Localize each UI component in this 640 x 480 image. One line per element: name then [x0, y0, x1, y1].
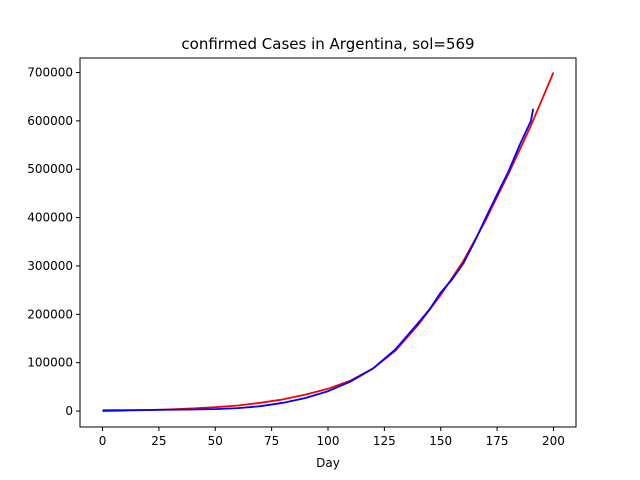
y-tick-label: 0 [65, 404, 73, 418]
x-tick-label: 75 [264, 434, 279, 448]
y-tick-label: 500000 [27, 162, 73, 176]
y-tick-label: 600000 [27, 114, 73, 128]
x-tick-label: 125 [373, 434, 396, 448]
axes-layer: 0 25 50 75 100 125 150 175 200 0 100000 200000 30000… [27, 57, 577, 448]
x-tick-label: 100 [317, 434, 340, 448]
plot-frame [79, 57, 577, 428]
chart-title: confirmed Cases in Argentina, sol=569 [181, 35, 474, 53]
y-tick-label: 700000 [27, 66, 73, 80]
x-tick-label: 25 [151, 434, 166, 448]
series-line-0 [102, 72, 555, 412]
series-layer [102, 72, 555, 412]
x-tick-label: 200 [542, 434, 565, 448]
y-tick-label: 100000 [27, 356, 73, 370]
series-line-1 [102, 108, 535, 412]
x-tick-label: 150 [429, 434, 452, 448]
y-tick-label: 200000 [27, 307, 73, 321]
x-axis-label: Day [316, 456, 340, 470]
y-tick-label: 300000 [27, 259, 73, 273]
x-tick-label: 50 [208, 434, 223, 448]
x-tick-label: 0 [99, 434, 107, 448]
y-tick-label: 400000 [27, 211, 73, 225]
x-tick-label: 175 [486, 434, 509, 448]
